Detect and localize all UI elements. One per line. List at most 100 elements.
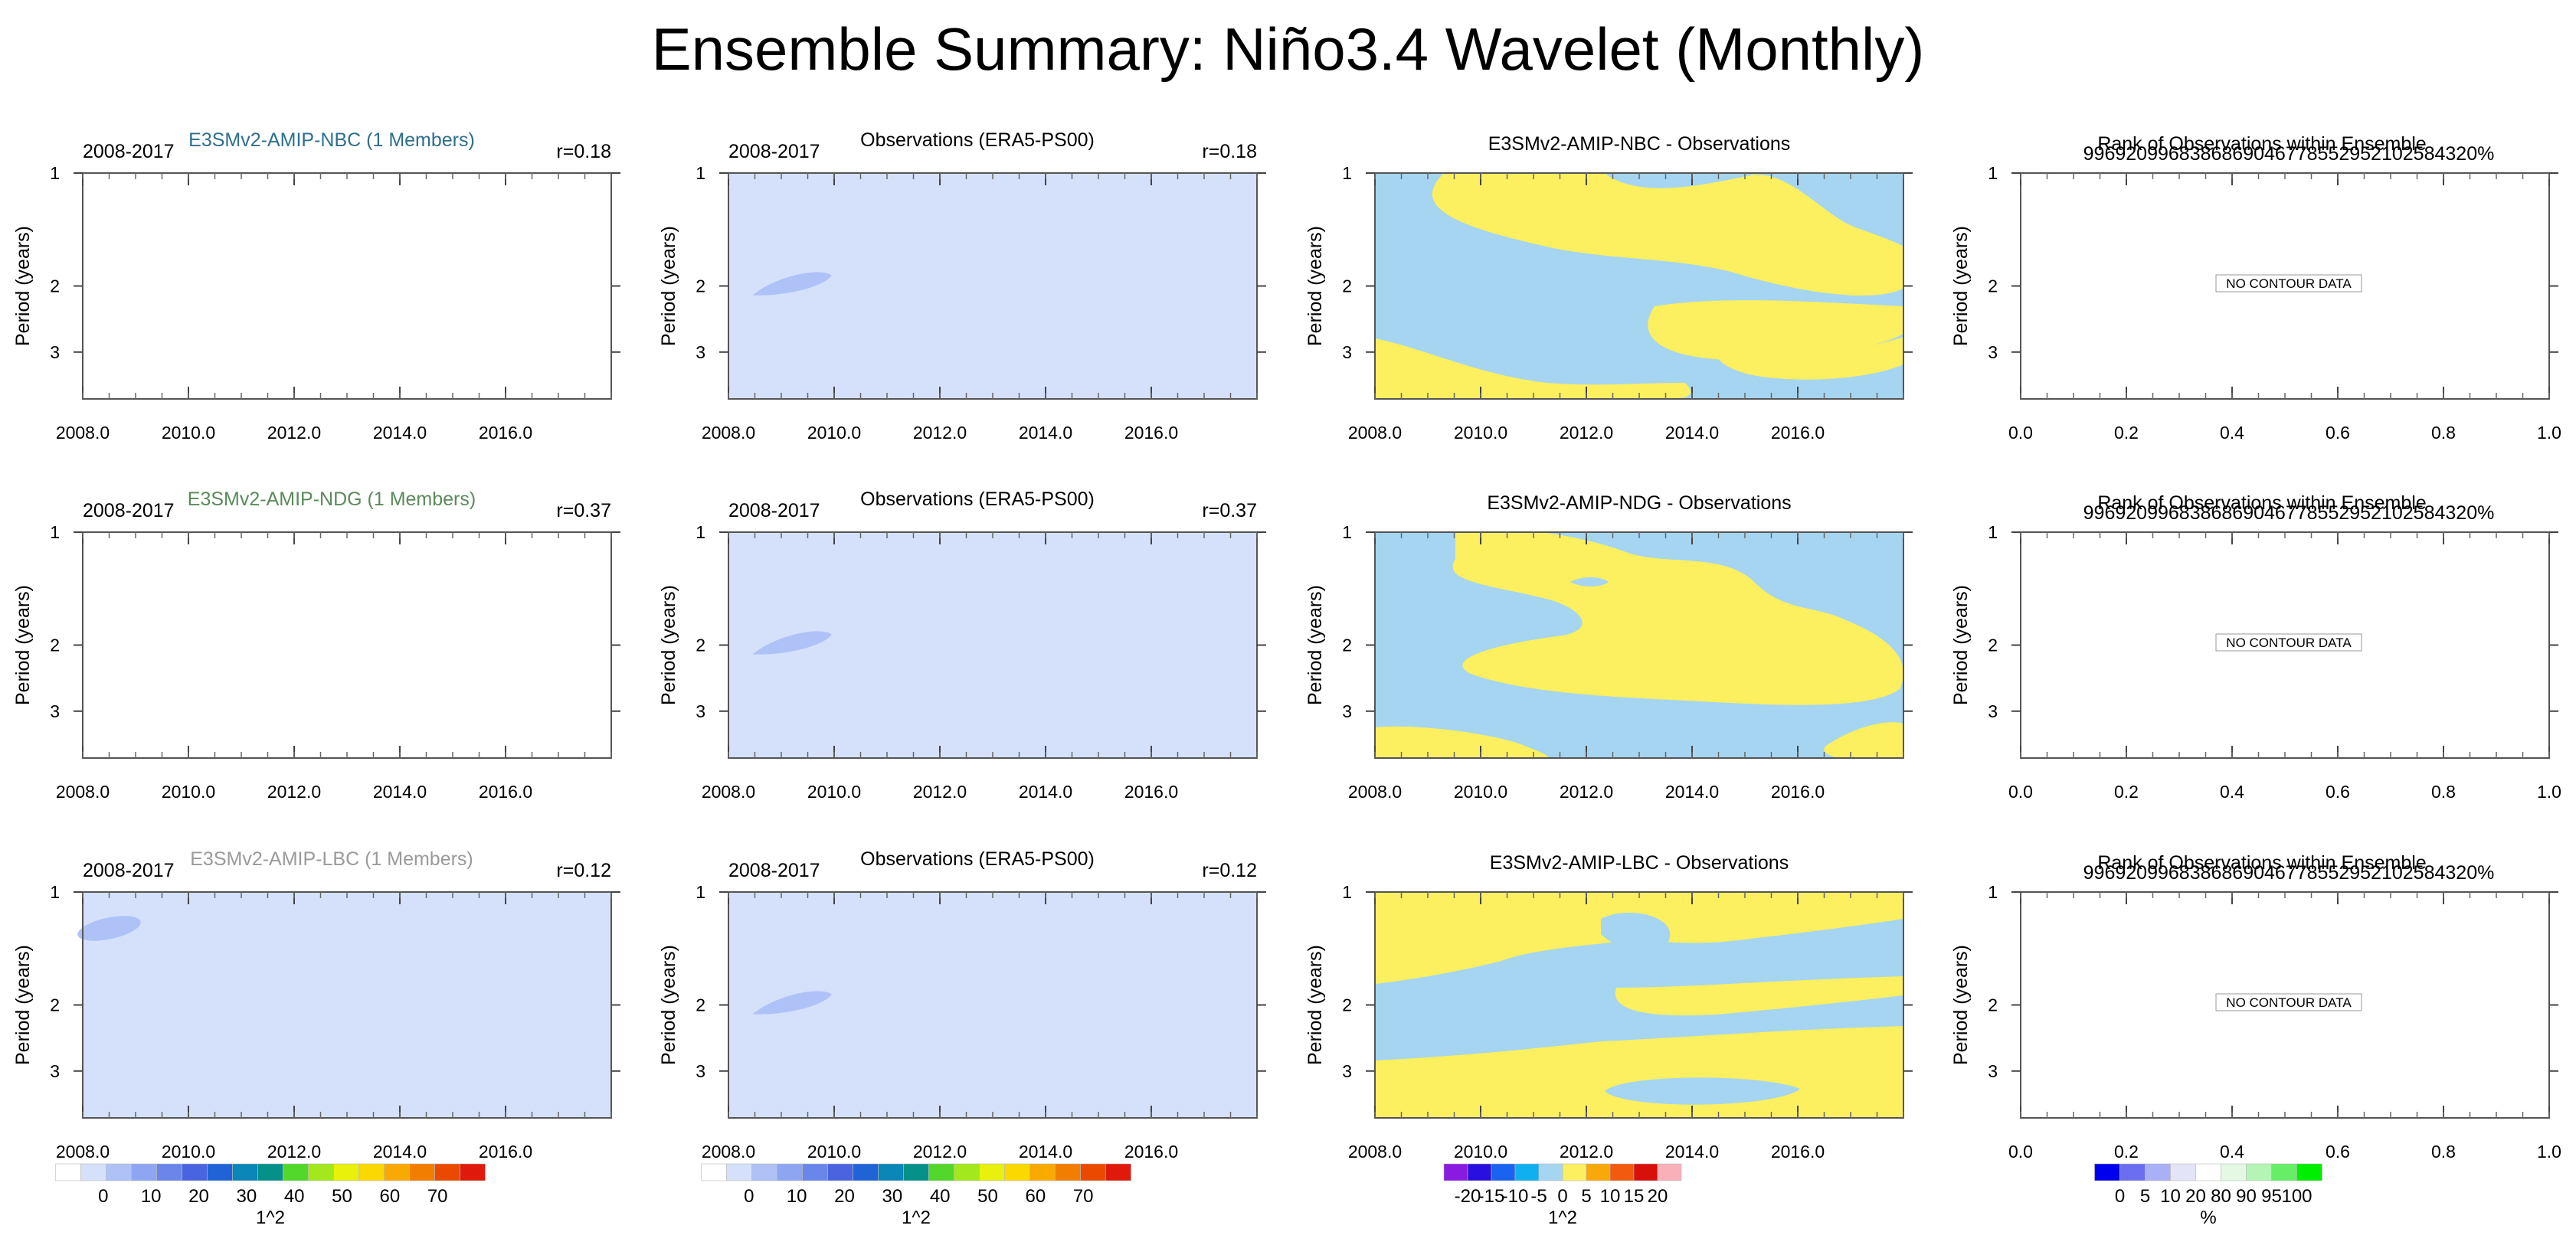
colorbar-swatch: [954, 1163, 980, 1181]
y-tick-label: 3: [696, 1061, 705, 1081]
x-tick-label: 2008.0: [702, 1142, 755, 1162]
colorbar-swatch: [2145, 1163, 2171, 1181]
colorbar-level-label: 15: [1624, 1186, 1645, 1207]
x-tick-label: 2014.0: [1665, 1142, 1719, 1162]
colorbar-swatch: [751, 1163, 777, 1181]
diff-positive-region: [1375, 338, 1691, 399]
colorbar-swatch: [156, 1163, 182, 1181]
x-tick-label: 2012.0: [913, 782, 967, 802]
x-tick-label: 2016.0: [1124, 1142, 1178, 1162]
x-tick-label: 2008.0: [1348, 1142, 1402, 1162]
colorbar-swatch: [460, 1163, 486, 1181]
colorbar-level-label: 10: [1600, 1186, 1621, 1207]
colorbar-unit-label: 1^2: [256, 1207, 285, 1228]
x-tick-label: 0.0: [2008, 423, 2033, 443]
panel-title: Observations (ERA5-PS00): [860, 489, 1095, 510]
colorbar-level-label: 40: [930, 1186, 951, 1207]
x-tick-label: 2016.0: [479, 782, 532, 802]
y-tick-label: 3: [50, 342, 60, 362]
x-tick-label: 2010.0: [1454, 782, 1507, 802]
x-tick-label: 0.8: [2431, 782, 2456, 802]
plot-frame: [82, 531, 612, 759]
diff-positive-region: [1432, 173, 1903, 296]
colorbar-swatch: [2296, 1163, 2322, 1181]
diff-regions: [1375, 173, 1903, 399]
x-tick-label: 0.6: [2326, 1142, 2350, 1162]
colorbar-unit-label: 1^2: [902, 1207, 931, 1228]
colorbar-swatch: [777, 1163, 803, 1181]
x-tick-label: 2014.0: [1019, 1142, 1072, 1162]
x-tick-label: 2012.0: [267, 1142, 321, 1162]
y-axis-label: Period (years): [658, 945, 679, 1065]
colorbar-swatch: [182, 1163, 208, 1181]
panel-title: E3SMv2-AMIP-LBC (1 Members): [190, 848, 473, 870]
x-tick-label: 1.0: [2537, 423, 2561, 443]
y-tick-label: 1: [1342, 163, 1352, 183]
main-title: Ensemble Summary: Niño3.4 Wavelet (Month…: [651, 15, 1925, 83]
x-tick-label: 0.2: [2114, 423, 2139, 443]
colorbar-swatch: [1029, 1163, 1056, 1181]
no-contour-note: NO CONTOUR DATA: [2215, 633, 2362, 652]
x-tick-label: 2008.0: [1348, 782, 1402, 802]
note-box: [2215, 633, 2362, 652]
feature-blob: [77, 916, 141, 941]
panel-subtitle: 99692099683868690467785529521025843​20%: [2083, 862, 2495, 884]
y-tick-label: 1: [696, 163, 705, 183]
x-tick-label: 2016.0: [1771, 1142, 1825, 1162]
diff-positive-region: [1648, 300, 1903, 360]
colorbar-swatch: [701, 1163, 727, 1181]
feature-blob: [752, 631, 832, 655]
panel-left-label: 2008-2017: [728, 141, 820, 162]
y-tick-label: 3: [1342, 1061, 1352, 1081]
colorbar-level-label: 5: [2140, 1186, 2150, 1207]
y-tick-label: 2: [696, 276, 705, 296]
y-tick-label: 3: [1988, 1061, 1998, 1081]
x-tick-label: 2016.0: [479, 1142, 532, 1162]
colorbar-level-label: 5: [1581, 1186, 1591, 1207]
panel-title: Rank of Observations within Ensemble: [2097, 492, 2426, 514]
panel-title: E3SMv2-AMIP-NBC - Observations: [1488, 133, 1791, 155]
panel-diff-row-1: 2008.0 2010.0 2012.0 2014.0 2016.0 1 2 3 Period …: [1304, 133, 1913, 443]
x-tick-label: 2010.0: [807, 782, 861, 802]
colorbar-swatch: [1633, 1163, 1658, 1181]
y-tick-label: 2: [1342, 995, 1352, 1015]
x-tick-label: 2016.0: [1124, 423, 1178, 443]
y-tick-label: 3: [1988, 701, 1998, 721]
x-tick-label: 2014.0: [1665, 782, 1719, 802]
note-text: NO CONTOUR DATA: [2226, 636, 2352, 650]
x-tick-label: 2014.0: [373, 1142, 427, 1162]
colorbar-level-label: 10: [141, 1186, 162, 1207]
colorbar-swatch: [726, 1163, 752, 1181]
panel-rank-row-1: NO CONTOUR DATA 0.0 0.2 0.4 0.6 0.8 1.0 1 2 3 Peri…: [1950, 133, 2561, 443]
panel-right-label: r=0.37: [1202, 500, 1257, 521]
colorbar-swatch: [2271, 1163, 2297, 1181]
colorbar-level-label: 60: [1025, 1186, 1046, 1207]
colorbar-level-label: 50: [977, 1186, 998, 1207]
plot-frame: [82, 172, 612, 400]
colorbar-swatch: [409, 1163, 435, 1181]
panel-model-row-3: 2008.0 2010.0 2012.0 2014.0 2016.0 1 2 3 Period …: [12, 848, 620, 1228]
x-tick-label: 2012.0: [1560, 423, 1613, 443]
panel-right-label: r=0.37: [556, 500, 611, 521]
colorbar-level-label: 0: [1557, 1186, 1567, 1207]
colorbar-swatch: [257, 1163, 283, 1181]
colorbar-swatch: [2221, 1163, 2247, 1181]
x-tick-label: 2016.0: [1771, 423, 1825, 443]
colorbar-swatch: [1514, 1163, 1540, 1181]
diff-positive-region: [1824, 722, 1903, 758]
x-tick-label: 2010.0: [162, 423, 215, 443]
colorbar-level-label: 80: [2211, 1186, 2231, 1207]
colorbar-swatch: [384, 1163, 410, 1181]
x-tick-label: 2012.0: [267, 782, 321, 802]
panel-title: E3SMv2-AMIP-NDG (1 Members): [188, 489, 476, 510]
panel-right-label: r=0.12: [556, 860, 611, 881]
x-tick-label: 2010.0: [162, 782, 215, 802]
y-axis-label: Period (years): [12, 585, 34, 705]
colorbar-swatch: [1105, 1163, 1131, 1181]
panel-obs-row-1: 2008.0 2010.0 2012.0 2014.0 2016.0 1 2 3 Period …: [658, 129, 1266, 443]
y-tick-label: 1: [1988, 522, 1998, 542]
colorbar-level-label: 20: [834, 1186, 855, 1207]
diff-negative-region: [1605, 1077, 1800, 1105]
x-tick-label: 0.8: [2431, 1142, 2456, 1162]
